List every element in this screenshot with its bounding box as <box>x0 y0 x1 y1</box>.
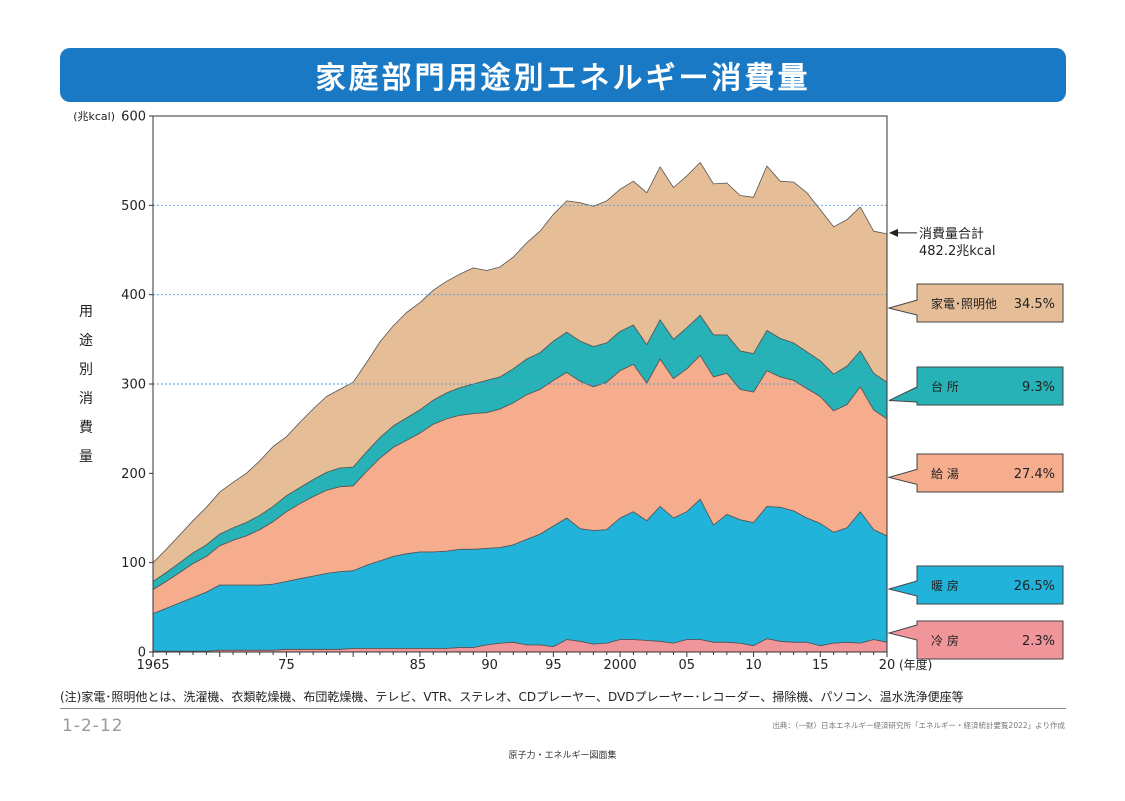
x-tick-label: 10 <box>745 658 762 673</box>
y-label-char: 量 <box>79 449 93 465</box>
y-tick-label: 500 <box>121 199 146 214</box>
x-tick-label: 15 <box>812 658 829 673</box>
page-title: 家庭部門用途別エネルギー消費量 <box>315 61 811 96</box>
legend-item-kitchen: 台 所 9.3% <box>888 366 1064 406</box>
legend-item-cooling: 冷 房 2.3% <box>887 620 1064 660</box>
chart-areas <box>152 162 888 653</box>
x-axis: (年度) 1965 75 85 90 95 2000 05 10 15 20 <box>136 652 932 673</box>
legend-share: 27.4% <box>1014 467 1055 482</box>
x-tick-label: 85 <box>410 658 427 673</box>
legend-name: 暖 房 <box>931 578 959 593</box>
figure-number: 1-2-12 <box>62 716 124 736</box>
source-credit: 出典：（一財）日本エネルギー経済研究所「エネルギー・経済統計要覧2022」より作… <box>772 721 1065 730</box>
y-axis: (兆kcal) 0 100 200 300 400 500 600 <box>73 110 153 661</box>
legend-box <box>887 620 1064 660</box>
x-tick-label: 95 <box>545 658 562 673</box>
y-label-char: 別 <box>79 362 93 378</box>
y-tick-label: 100 <box>121 556 146 571</box>
legend-item-hot-water: 給 湯 27.4% <box>887 453 1064 493</box>
y-label-char: 費 <box>79 420 93 436</box>
legend-name: 家電･照明他 <box>931 296 997 311</box>
legend-box <box>887 453 1064 493</box>
total-value: 482.2兆kcal <box>919 244 995 259</box>
x-tick-label: 05 <box>679 658 696 673</box>
legend-item-heating: 暖 房 26.5% <box>887 565 1064 605</box>
legend-share: 9.3% <box>1022 380 1055 395</box>
legend-share: 26.5% <box>1014 579 1055 594</box>
y-tick-label: 300 <box>121 378 146 393</box>
legend-item-appliances: 家電･照明他 34.5% <box>887 283 1064 323</box>
y-label-char: 途 <box>79 332 93 349</box>
y-label-char: 用 <box>79 304 93 320</box>
x-tick-label: 75 <box>278 658 295 673</box>
legend-box <box>887 565 1064 605</box>
legend-share: 34.5% <box>1014 297 1055 312</box>
x-tick-label: 90 <box>481 658 498 673</box>
title-bar: 家庭部門用途別エネルギー消費量 <box>60 48 1066 102</box>
x-tick-label: 2000 <box>604 658 637 673</box>
x-tick-label: 1965 <box>136 658 169 673</box>
legend-name: 冷 房 <box>931 633 959 648</box>
footnote: (注)家電･照明他とは、洗濯機、衣類乾燥機、布団乾燥機、テレビ、VTR、ステレオ… <box>60 690 964 704</box>
book-title: 原子力・エネルギー図面集 <box>508 751 617 761</box>
y-tick-label: 0 <box>138 646 146 661</box>
legend-box <box>887 283 1064 323</box>
total-annotation: 消費量合計 482.2兆kcal <box>889 226 995 259</box>
legend: 冷 房 2.3% 暖 房 26.5% 給 湯 27.4% 台 所 9.3% 家電･照明他 34.5… <box>887 283 1064 660</box>
legend-share: 2.3% <box>1022 634 1055 649</box>
x-unit-label: (年度) <box>899 657 932 672</box>
y-unit-label: (兆kcal) <box>73 110 115 123</box>
total-arrow-head <box>889 228 898 237</box>
x-tick-label: 20 <box>879 658 896 673</box>
y-tick-label: 400 <box>121 288 146 303</box>
y-tick-label: 600 <box>121 110 146 125</box>
legend-name: 給 湯 <box>931 467 959 481</box>
legend-name: 台 所 <box>931 379 959 394</box>
divider <box>60 708 1066 709</box>
total-label: 消費量合計 <box>919 226 984 242</box>
y-tick-label: 200 <box>121 467 146 482</box>
legend-box <box>888 366 1064 406</box>
y-label-char: 消 <box>79 391 93 407</box>
